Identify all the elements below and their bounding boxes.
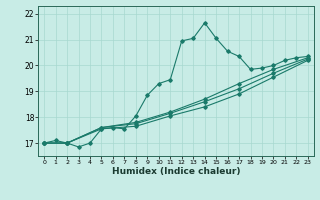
X-axis label: Humidex (Indice chaleur): Humidex (Indice chaleur) xyxy=(112,167,240,176)
